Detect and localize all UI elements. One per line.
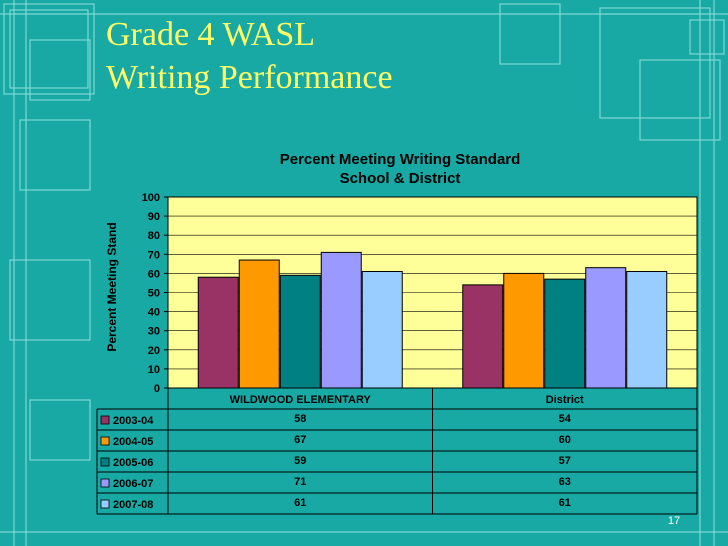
y-tick-label: 100 (142, 192, 160, 204)
legend-label: 2003-04 (113, 415, 154, 427)
y-tick-label: 60 (148, 268, 160, 280)
bar (279, 274, 321, 389)
chart-title-line-2: School & District (339, 170, 461, 187)
category-label: WILDWOOD ELEMENTARY (230, 394, 372, 406)
bar (361, 270, 403, 389)
deco-square (3, 3, 95, 95)
data-value: 54 (559, 413, 572, 425)
data-value: 67 (294, 434, 306, 446)
chart-title: Percent Meeting Writing Standard School … (170, 150, 630, 188)
bar (320, 251, 362, 389)
data-value: 59 (294, 455, 306, 467)
slide-number: 17 (667, 515, 681, 527)
deco-square (9, 9, 89, 89)
deco-square (29, 39, 91, 101)
deco-square (9, 259, 91, 341)
bar (544, 278, 586, 389)
bar (503, 272, 545, 389)
y-tick-label: 30 (148, 326, 160, 338)
data-value: 61 (294, 497, 306, 509)
bar (197, 276, 239, 389)
data-value: 61 (559, 497, 571, 509)
slide-title-line-2: Writing Performance (106, 59, 393, 96)
legend-swatch (100, 499, 110, 509)
legend-swatch (100, 478, 110, 488)
y-tick-label: 40 (148, 307, 160, 319)
deco-square (499, 3, 561, 65)
legend-swatch (100, 436, 110, 446)
deco-square (639, 59, 721, 141)
y-tick-label: 70 (148, 249, 160, 261)
legend-label: 2004-05 (113, 436, 153, 448)
legend-swatch (100, 415, 110, 425)
category-label: District (546, 394, 584, 406)
data-value: 58 (294, 413, 306, 425)
bar (462, 284, 504, 389)
legend-swatch (100, 457, 110, 467)
legend-label: 2007-08 (113, 499, 153, 511)
deco-square (19, 119, 91, 191)
slide-title-line-1: Grade 4 WASL (106, 16, 315, 53)
data-value: 63 (559, 476, 571, 488)
y-tick-label: 50 (148, 288, 160, 300)
bar (238, 259, 280, 389)
chart-title-line-1: Percent Meeting Writing Standard (279, 151, 521, 168)
y-tick-label: 90 (148, 211, 160, 223)
data-value: 71 (294, 476, 306, 488)
legend-label: 2005-06 (113, 457, 153, 469)
data-value: 57 (559, 455, 571, 467)
bar (626, 270, 668, 389)
y-tick-label: 0 (154, 383, 160, 395)
legend-label: 2006-07 (113, 478, 153, 490)
y-tick-label: 20 (148, 345, 160, 357)
deco-square (689, 19, 725, 55)
y-tick-label: 80 (148, 230, 160, 242)
deco-square (29, 399, 91, 461)
y-tick-label: 10 (148, 364, 160, 376)
data-value: 60 (559, 434, 571, 446)
deco-square (599, 7, 711, 119)
bar (585, 267, 627, 389)
